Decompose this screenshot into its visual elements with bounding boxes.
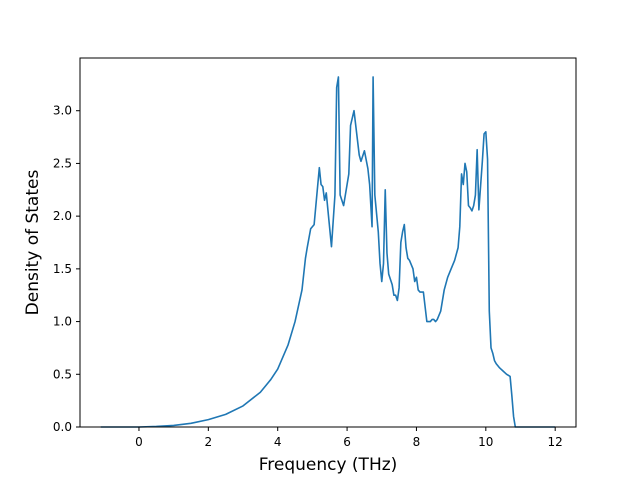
- x-tick-label: 8: [413, 435, 421, 449]
- y-tick-label: 1.0: [53, 315, 72, 329]
- x-tick-label: 12: [548, 435, 563, 449]
- x-tick-label: 10: [478, 435, 493, 449]
- y-tick-label: 0.0: [53, 420, 72, 434]
- y-tick-label: 0.5: [53, 367, 72, 381]
- x-tick-label: 0: [135, 435, 143, 449]
- y-tick-label: 3.0: [53, 104, 72, 118]
- x-axis-ticks: 0 2 4 6 8 10 12: [135, 427, 563, 449]
- y-tick-label: 2.5: [53, 156, 72, 170]
- y-tick-label: 2.0: [53, 209, 72, 223]
- y-axis-label: Density of States: [23, 170, 43, 316]
- plot-area: [100, 76, 556, 428]
- y-tick-label: 1.5: [53, 262, 72, 276]
- axes-frame: [79, 57, 577, 428]
- y-axis-ticks: 0.0 0.5 1.0 1.5 2.0 2.5 3.0: [53, 104, 80, 434]
- x-axis-label: Frequency (THz): [259, 455, 398, 475]
- dos-series-line: [100, 76, 556, 428]
- x-tick-label: 6: [343, 435, 351, 449]
- x-tick-label: 2: [205, 435, 213, 449]
- x-tick-label: 4: [274, 435, 282, 449]
